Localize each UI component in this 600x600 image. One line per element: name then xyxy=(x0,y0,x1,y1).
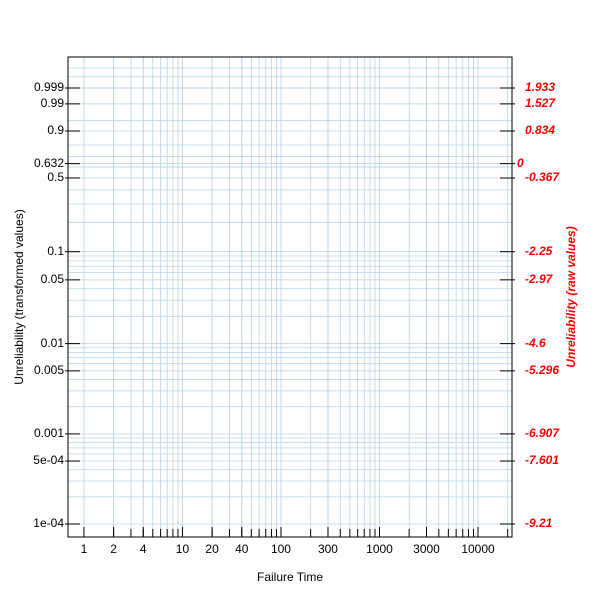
y2-tick-label: -9.21 xyxy=(525,516,553,530)
y-tick-label: 0.632 xyxy=(34,156,64,170)
y-tick-label: 0.1 xyxy=(47,244,64,258)
y2-tick-label: 0.834 xyxy=(525,123,555,137)
y-tick-label: 0.01 xyxy=(41,336,65,350)
y-tick-label: 0.5 xyxy=(47,170,64,184)
x-tick-label: 20 xyxy=(205,542,219,556)
plot-frame xyxy=(67,56,513,538)
x-tick-label: 10000 xyxy=(461,542,495,556)
y2-tick-label: 1.527 xyxy=(525,96,556,110)
x-tick-label: 1 xyxy=(81,542,88,556)
x-tick-label: 4 xyxy=(140,542,147,556)
x-tick-label: 40 xyxy=(235,542,249,556)
y-tick-label: 0.001 xyxy=(34,426,64,440)
y2-tick-label: -4.6 xyxy=(525,336,546,350)
x-tick-label: 300 xyxy=(318,542,338,556)
x-tick-label: 2 xyxy=(110,542,117,556)
y2-tick-label: 1.933 xyxy=(525,80,555,94)
y-tick-label: 0.9 xyxy=(47,123,64,137)
x-tick-label: 1000 xyxy=(366,542,393,556)
y-tick-label: 0.005 xyxy=(34,363,64,377)
y2-tick-label: -2.97 xyxy=(525,272,554,286)
y2-axis-label: Unreliability (raw values) xyxy=(564,226,578,367)
x-tick-label: 10 xyxy=(176,542,190,556)
x-tick-label: 100 xyxy=(271,542,291,556)
y-tick-label: 0.05 xyxy=(41,272,65,286)
y-tick-label: 5e-04 xyxy=(33,453,64,467)
y-tick-label: 0.999 xyxy=(34,80,64,94)
y-tick-label: 1e-04 xyxy=(33,516,64,530)
y-axis-label: Unreliability (transformed values) xyxy=(12,209,26,384)
y2-tick-label: -2.25 xyxy=(525,244,553,258)
y2-tick-label: -5.296 xyxy=(525,363,559,377)
y2-tick-label: -6.907 xyxy=(525,426,560,440)
y2-tick-label: -0.367 xyxy=(525,170,560,184)
x-tick-label: 3000 xyxy=(413,542,440,556)
x-axis-label: Failure Time xyxy=(257,570,323,584)
y-tick-label: 0.99 xyxy=(41,96,65,110)
y2-tick-label: -7.601 xyxy=(525,453,559,467)
y2-tick-label: 0 xyxy=(517,156,524,170)
